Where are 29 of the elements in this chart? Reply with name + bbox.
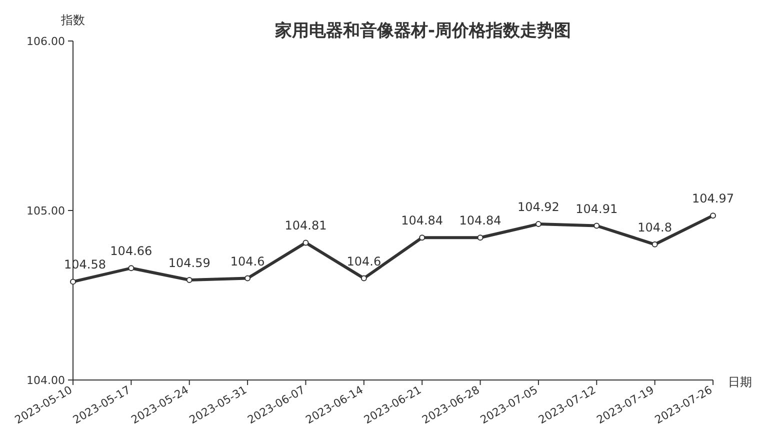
- data-label: 104.59: [168, 256, 210, 270]
- y-tick-label: 105.00: [26, 204, 65, 218]
- point: [710, 212, 716, 219]
- data-label: 104.97: [692, 192, 734, 206]
- point: [477, 234, 484, 241]
- point: [419, 234, 426, 241]
- y-tick-label: 104.00: [26, 374, 65, 387]
- data-label: 104.84: [459, 214, 502, 228]
- data-label: 104.91: [576, 202, 618, 216]
- data-label: 104.81: [284, 218, 327, 233]
- y-axis-title: 指数: [60, 13, 85, 27]
- data-label: 104.8: [638, 220, 672, 234]
- data-label: 104.84: [401, 214, 444, 228]
- chart-title: 家用电器和音像器材-周价格指数走势图: [274, 21, 572, 41]
- point: [128, 265, 134, 272]
- point: [186, 276, 192, 283]
- point: [70, 278, 76, 285]
- point: [652, 241, 658, 248]
- data-label: 104.6: [230, 254, 265, 268]
- point: [360, 275, 367, 282]
- data-label: 104.66: [110, 244, 152, 258]
- point: [535, 221, 542, 228]
- point: [302, 240, 309, 246]
- point: [244, 275, 251, 282]
- point: [594, 222, 600, 229]
- data-label: 104.6: [346, 254, 382, 268]
- x-axis-title: 日期: [728, 375, 752, 389]
- y-tick-label: 106.00: [26, 35, 65, 48]
- data-label: 104.92: [517, 200, 560, 214]
